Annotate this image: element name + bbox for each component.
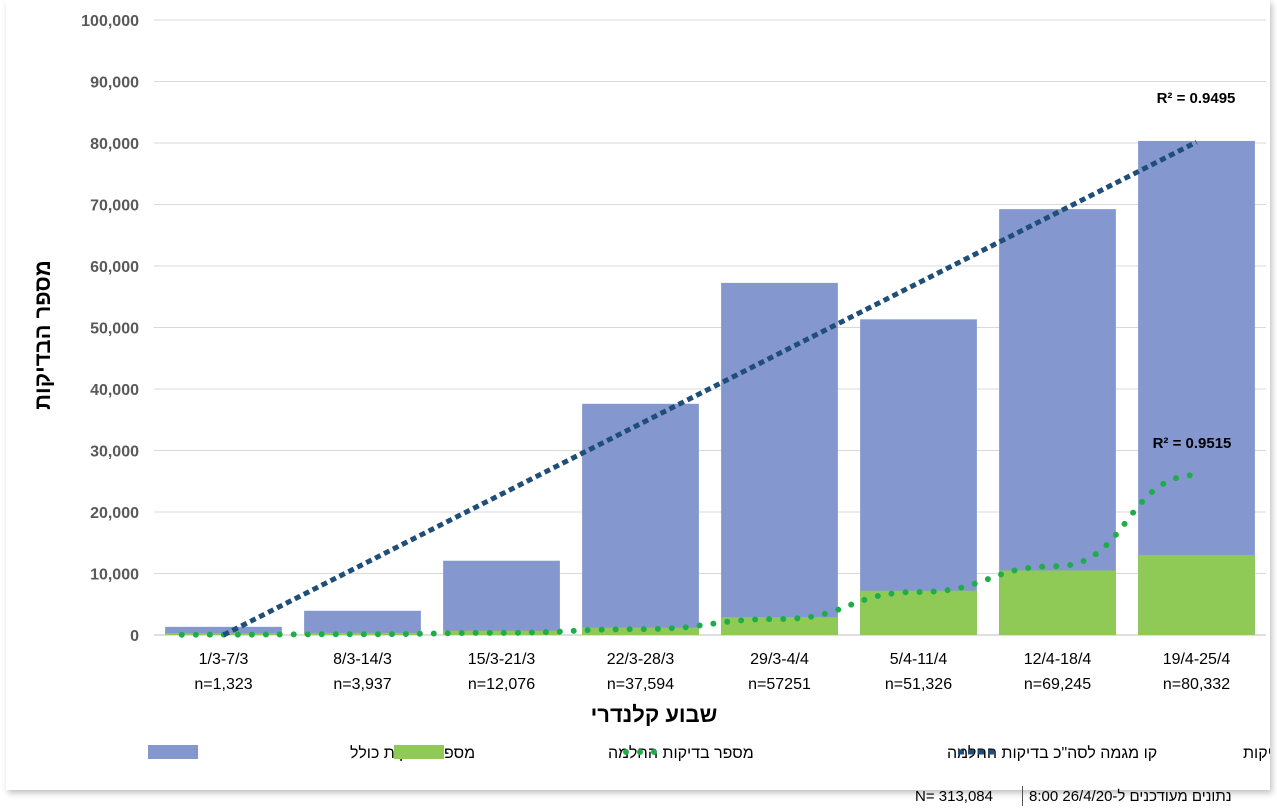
bar-recovery-tests (999, 570, 1116, 635)
x-tick-n-label: n=51,326 (885, 676, 952, 693)
y-tick-label: 20,000 (90, 505, 139, 522)
x-tick-label: 8/3-14/3 (333, 651, 392, 668)
x-tick-n-label: n=12,076 (468, 676, 535, 693)
legend-label: קו מגמה לסה"כ בדיקות (1243, 744, 1270, 762)
bar-total-tests (721, 282, 838, 635)
x-tick-label: 1/3-7/3 (199, 651, 249, 668)
y-tick-label: 50,000 (90, 321, 139, 338)
y-axis-title: מספר הבדיקות (30, 260, 55, 409)
y-tick-label: 40,000 (90, 382, 139, 399)
y-tick-label: 60,000 (90, 259, 139, 276)
x-tick-label: 12/4-18/4 (1024, 651, 1092, 668)
x-axis-title: שבוע קלנדרי (591, 702, 718, 727)
bar-total-tests (582, 403, 699, 635)
updated-timestamp: 8:00 26/4/20-נתונים מעודכנים ל (1022, 786, 1232, 806)
y-tick-label: 80,000 (90, 136, 139, 153)
bar-recovery-tests (1138, 555, 1255, 635)
total-n-label: N= 313,084 (915, 787, 993, 805)
bar-total-tests (860, 319, 977, 635)
chart-frame: 0 10,000 20,000 30,000 40,000 50,000 60,000 70,… (6, 0, 1270, 790)
y-tick-label: 30,000 (90, 444, 139, 461)
x-tick-n-label: n=1,323 (194, 676, 252, 693)
trendlines (178, 139, 1200, 638)
bar-total-tests (304, 610, 421, 635)
bar-total-tests (443, 560, 560, 635)
x-tick-n-label: n=57251 (748, 676, 811, 693)
y-axis-ticks: 0 10,000 20,000 30,000 40,000 50,000 60,000 70,… (81, 13, 139, 645)
y-tick-label: 70,000 (90, 198, 139, 215)
trendline-recovery-tests (178, 472, 1200, 638)
x-axis-ticks: 1/3-7/3 n=1,323 8/3-14/3 n=3,937 15/3-21/3 n=… (194, 651, 1230, 693)
legend-swatch (148, 745, 198, 759)
x-tick-n-label: n=37,594 (607, 676, 674, 693)
trendline-total-tests (222, 139, 1198, 638)
legend-label: קו מגמה לסה"כ בדיקות החלמה (947, 744, 1157, 762)
bar-total-tests (165, 626, 282, 635)
y-tick-label: 90,000 (90, 75, 139, 92)
y-tick-label: 10,000 (90, 567, 139, 584)
x-tick-n-label: n=3,937 (333, 676, 391, 693)
r-squared-total-label: R² = 0.9495 (1157, 90, 1236, 107)
bar-recovery-tests (582, 627, 699, 635)
x-tick-label: 5/4-11/4 (890, 651, 948, 668)
bar-recovery-tests (721, 617, 838, 635)
x-tick-label: 15/3-21/3 (468, 651, 536, 668)
x-tick-label: 19/4-25/4 (1163, 651, 1231, 668)
bar-total-tests (1138, 140, 1255, 636)
legend-label: מספר בדיקות החלמה (608, 744, 754, 762)
y-tick-label: 0 (130, 628, 139, 645)
x-tick-n-label: n=80,332 (1163, 676, 1230, 693)
legend-swatch (394, 745, 444, 759)
chart-canvas: 0 10,000 20,000 30,000 40,000 50,000 60,000 70,… (30, 13, 1270, 762)
x-tick-n-label: n=69,245 (1024, 676, 1091, 693)
y-tick-label: 100,000 (81, 13, 139, 30)
r-squared-recovery-label: R² = 0.9515 (1153, 435, 1232, 452)
x-tick-label: 22/3-28/3 (607, 651, 675, 668)
x-tick-label: 29/3-4/4 (750, 651, 809, 668)
